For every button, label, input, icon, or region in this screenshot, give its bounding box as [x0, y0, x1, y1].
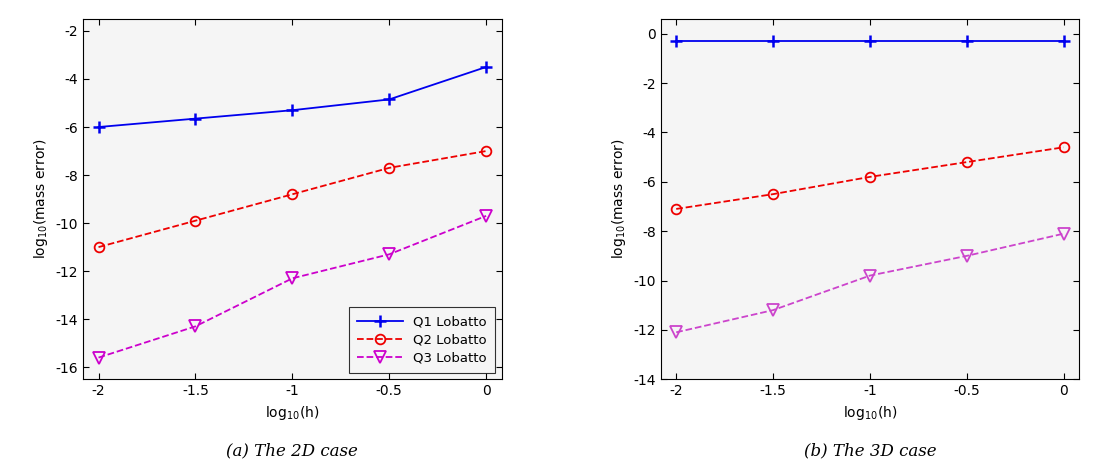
- Line: Q2 Lobatto: Q2 Lobatto: [671, 142, 1068, 214]
- Q3 Lobatto: [766, 307, 779, 313]
- Q1 Lobatto: [863, 38, 877, 44]
- Q2 Lobatto: [479, 148, 493, 154]
- Q1 Lobatto: [670, 38, 683, 44]
- Q3 Lobatto: [479, 213, 493, 219]
- Q2 Lobatto: [1057, 145, 1070, 150]
- Line: Q1 Lobatto: Q1 Lobatto: [670, 35, 1070, 47]
- Line: Q1 Lobatto: Q1 Lobatto: [92, 61, 493, 133]
- Q3 Lobatto: [960, 253, 973, 259]
- Text: (a) The 2D case: (a) The 2D case: [227, 443, 359, 460]
- Q1 Lobatto: [189, 116, 203, 121]
- Q2 Lobatto: [960, 159, 973, 165]
- Q2 Lobatto: [286, 191, 299, 197]
- Legend: Q1 Lobatto, Q2 Lobatto, Q3 Lobatto: Q1 Lobatto, Q2 Lobatto, Q3 Lobatto: [349, 307, 495, 373]
- Line: Q2 Lobatto: Q2 Lobatto: [94, 146, 492, 252]
- X-axis label: log$_{10}$(h): log$_{10}$(h): [842, 404, 898, 421]
- Q1 Lobatto: [960, 38, 973, 44]
- Q3 Lobatto: [863, 273, 877, 278]
- Q2 Lobatto: [863, 174, 877, 180]
- Q1 Lobatto: [1057, 38, 1070, 44]
- Q2 Lobatto: [92, 244, 105, 250]
- Y-axis label: log$_{10}$(mass error): log$_{10}$(mass error): [610, 139, 628, 259]
- Q3 Lobatto: [1057, 231, 1070, 237]
- Q3 Lobatto: [670, 329, 683, 335]
- Q2 Lobatto: [766, 191, 779, 197]
- Q3 Lobatto: [383, 252, 396, 257]
- Q3 Lobatto: [189, 324, 203, 329]
- Line: Q3 Lobatto: Q3 Lobatto: [93, 210, 492, 363]
- Q2 Lobatto: [383, 165, 396, 171]
- Y-axis label: log$_{10}$(mass error): log$_{10}$(mass error): [32, 139, 50, 259]
- Q2 Lobatto: [670, 206, 683, 212]
- Q1 Lobatto: [479, 64, 493, 70]
- Q1 Lobatto: [92, 124, 105, 130]
- Q1 Lobatto: [383, 97, 396, 102]
- Q2 Lobatto: [189, 218, 203, 224]
- Q1 Lobatto: [286, 108, 299, 113]
- Q3 Lobatto: [92, 355, 105, 360]
- Text: (b) The 3D case: (b) The 3D case: [804, 443, 937, 460]
- Line: Q3 Lobatto: Q3 Lobatto: [671, 228, 1069, 338]
- Q1 Lobatto: [766, 38, 779, 44]
- Q3 Lobatto: [286, 275, 299, 281]
- X-axis label: log$_{10}$(h): log$_{10}$(h): [265, 404, 320, 421]
